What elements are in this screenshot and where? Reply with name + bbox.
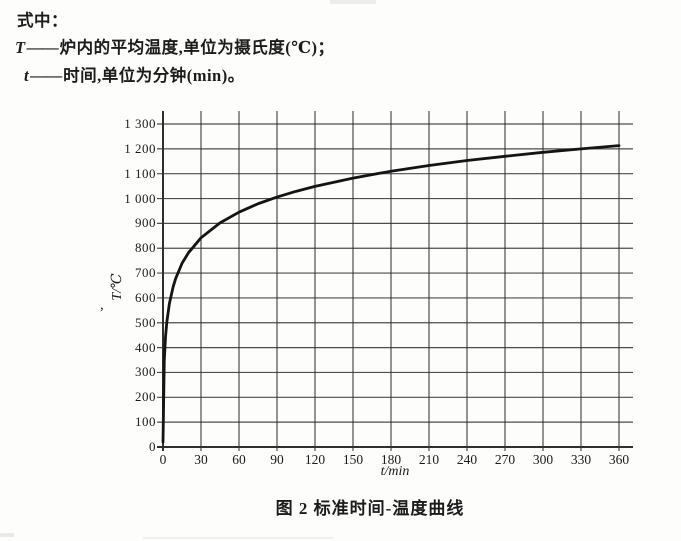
temperature-curve [161,144,621,444]
symbol-T: T [15,38,26,57]
x-axis-title-text: t/min [380,464,410,479]
x-tick-label: 240 [456,452,478,467]
y-tick-label: 500 [135,314,156,330]
x-tick-label: 210 [418,452,440,467]
formula-intro: 式中： [17,7,68,31]
definition-time: t—— 时间,单位为分钟(min)。 [24,62,245,86]
y-tick-label: 1 100 [124,165,156,181]
x-axis-title: t/min [360,464,430,480]
y-tick-label: 300 [135,364,156,380]
y-tick-label: 1 300 [124,116,156,131]
x-tick-label: 330 [570,452,592,467]
x-tick-label: 0 [159,452,167,467]
scan-artifact-bottom [0,533,14,537]
y-tick-label: 800 [135,240,156,256]
y-tick-label: 400 [135,339,156,355]
y-tick-label: 900 [135,215,156,231]
definition-temperature-text: 炉内的平均温度,单位为摄氏度(℃)； [59,38,335,57]
x-tick-label: 300 [532,452,554,467]
definition-time-text: 时间,单位为分钟(min)。 [63,66,245,85]
y-tick-label: 0 [149,439,156,454]
y-tick-label: 600 [135,289,156,305]
y-tick-label: 1 200 [124,140,156,156]
scan-artifact-bottom-2 [143,537,333,539]
y-tick-label: 1 000 [124,190,156,206]
y-axis-title-text: T/℃ [110,273,125,301]
y-axis-title: T/℃ [110,263,126,311]
symbol-t: t [24,66,30,85]
formula-intro-text: 式中： [17,11,68,30]
x-tick-label: 270 [494,452,516,467]
x-tick-label: 60 [232,452,246,467]
x-tick-label: 180 [380,452,402,467]
y-tick-label: 100 [135,414,156,430]
x-tick-label: 120 [304,452,326,467]
x-tick-label: 90 [270,452,284,467]
x-tick-label: 360 [608,452,630,467]
scan-artifact-comma: , [100,297,104,313]
definition-dash: —— [26,38,59,57]
figure-caption: 图 2 标准时间-温度曲线 [275,499,465,518]
time-temperature-plot [157,111,633,451]
x-tick-label: 150 [342,452,364,467]
definition-temperature: T—— 炉内的平均温度,单位为摄氏度(℃)； [15,34,334,58]
definition-dash: —— [30,66,62,85]
x-tick-label: 30 [194,452,208,467]
y-tick-label: 700 [135,265,156,281]
y-tick-label: 200 [135,389,156,405]
scan-artifact-top [330,0,376,4]
